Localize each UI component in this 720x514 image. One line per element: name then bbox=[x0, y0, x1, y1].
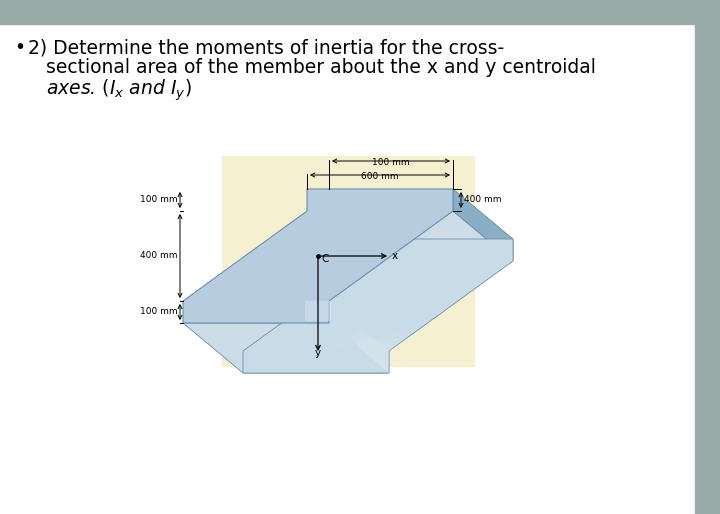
Text: 2) Determine the moments of inertia for the cross-: 2) Determine the moments of inertia for … bbox=[28, 38, 504, 57]
Bar bbox=[695, 0, 720, 514]
Polygon shape bbox=[183, 323, 389, 373]
Polygon shape bbox=[307, 211, 513, 261]
Polygon shape bbox=[355, 330, 393, 377]
Polygon shape bbox=[305, 301, 331, 321]
Text: x: x bbox=[392, 251, 398, 261]
Text: 100 mm: 100 mm bbox=[140, 307, 178, 317]
Polygon shape bbox=[329, 301, 389, 373]
Polygon shape bbox=[243, 239, 513, 373]
Text: 400 mm: 400 mm bbox=[140, 251, 178, 261]
Text: y: y bbox=[315, 348, 321, 358]
Text: •: • bbox=[14, 38, 25, 57]
Bar bbox=[0, 0, 695, 24]
Text: 600 mm: 600 mm bbox=[361, 172, 399, 181]
Text: axes. $(I_x$ $and$ $I_y)$: axes. $(I_x$ $and$ $I_y)$ bbox=[46, 78, 192, 103]
Bar bbox=[222, 156, 474, 366]
Polygon shape bbox=[453, 189, 513, 261]
Text: 100 mm: 100 mm bbox=[372, 158, 410, 167]
Text: 100 mm: 100 mm bbox=[140, 195, 178, 205]
Text: 400 mm: 400 mm bbox=[464, 195, 502, 205]
Text: C: C bbox=[321, 254, 328, 264]
Polygon shape bbox=[359, 326, 389, 373]
Polygon shape bbox=[183, 189, 453, 323]
Text: sectional area of the member about the x and y centroidal: sectional area of the member about the x… bbox=[46, 58, 596, 77]
